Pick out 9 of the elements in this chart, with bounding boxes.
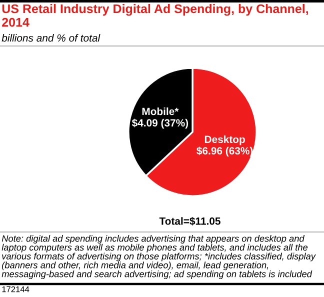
data-label: $6.96 (63%) xyxy=(196,146,253,157)
text: Total=$11.05 xyxy=(159,216,220,226)
data-label: $4.09 (37%) xyxy=(132,118,188,129)
chart-subtitle: billions and % of total xyxy=(2,34,100,42)
text: 172144 xyxy=(2,286,30,292)
slice-label: Desktop xyxy=(204,135,245,146)
slice-label: Mobile* xyxy=(142,107,179,116)
chart-title: US Retail Industry Digital Ad Spending, by Channel, 2014 xyxy=(2,4,308,27)
text: Note: digital ad spending includes advertising that appears on desktop and laptop computers as well as mobile phones and tablets, and includes all the various formats of advertising on those platforms; *includes classified, display (banners and other, rich media and video), email, lead generation, messaging-based and search advertising; ad spending on tablets is included xyxy=(2,235,316,280)
